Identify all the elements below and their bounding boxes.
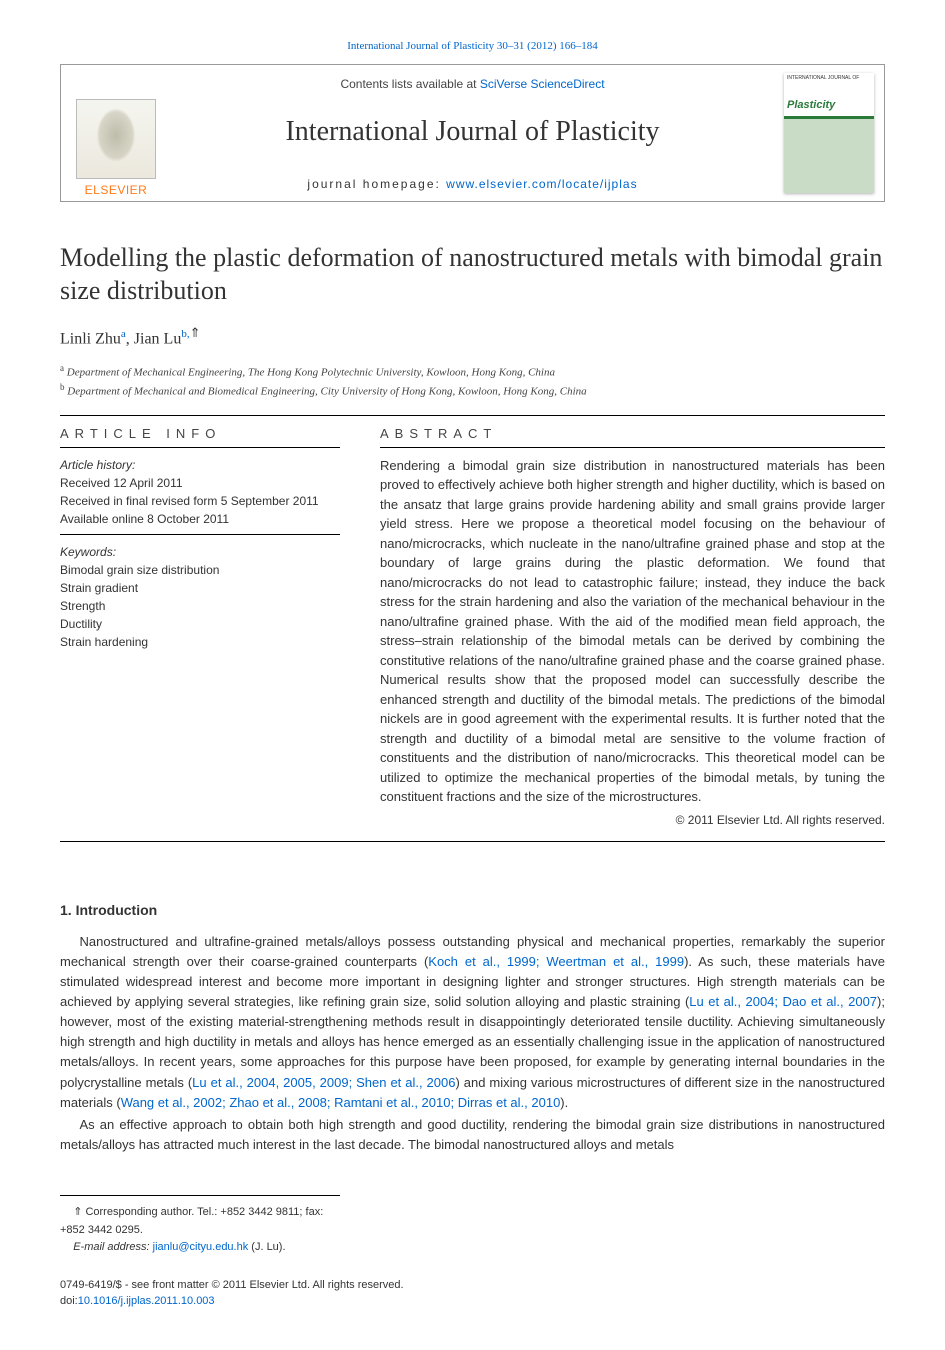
cover-title: Plasticity (784, 95, 874, 119)
homepage-link[interactable]: www.elsevier.com/locate/ijplas (446, 177, 637, 191)
masthead: ELSEVIER Contents lists available at Sci… (60, 64, 885, 202)
email-suffix: (J. Lu). (248, 1241, 285, 1253)
journal-cover-thumb: INTERNATIONAL JOURNAL OF Plasticity (784, 73, 874, 193)
intro-heading: 1. Introduction (60, 902, 885, 918)
keyword-3: Strength (60, 597, 340, 615)
citation-header: International Journal of Plasticity 30–3… (60, 40, 885, 52)
sciencedirect-link[interactable]: SciVerse ScienceDirect (480, 77, 605, 91)
abstract-copyright: © 2011 Elsevier Ltd. All rights reserved… (380, 813, 885, 827)
affiliations: a Department of Mechanical Engineering, … (60, 362, 885, 400)
keywords-block: Keywords: Bimodal grain size distributio… (60, 543, 340, 651)
received-date: Received 12 April 2011 (60, 474, 340, 492)
abstract-text: Rendering a bimodal grain size distribut… (380, 456, 885, 807)
footer-block: 0749-6419/$ - see front matter © 2011 El… (60, 1277, 885, 1310)
doi-prefix: doi: (60, 1295, 78, 1307)
author-1-sup: a (121, 328, 126, 340)
aff-b-sup: b (60, 382, 65, 392)
rule-bottom (60, 841, 885, 842)
keyword-2: Strain gradient (60, 579, 340, 597)
aff-b: Department of Mechanical and Biomedical … (67, 386, 586, 398)
cover-small-text: INTERNATIONAL JOURNAL OF (784, 73, 874, 95)
footnotes: ⇑ Corresponding author. Tel.: +852 3442 … (60, 1195, 340, 1257)
publisher-name: ELSEVIER (85, 183, 148, 197)
author-2-sup: b, (181, 328, 189, 340)
cover-thumbnail-block: INTERNATIONAL JOURNAL OF Plasticity (774, 65, 884, 201)
corr-author-footnote: ⇑ Corresponding author. Tel.: +852 3442 … (60, 1204, 340, 1239)
email-footnote: E-mail address: jianlu@cityu.edu.hk (J. … (60, 1239, 340, 1257)
doi-link[interactable]: 10.1016/j.ijplas.2011.10.003 (78, 1295, 215, 1307)
intro-para-1: Nanostructured and ultrafine-grained met… (60, 932, 885, 1113)
info-abstract-row: article info Article history: Received 1… (60, 426, 885, 827)
rule-top (60, 415, 885, 416)
ref-link-1[interactable]: Koch et al., 1999; Weertman et al., 1999 (428, 954, 684, 969)
ref-link-2[interactable]: Lu et al., 2004; Dao et al., 2007 (689, 994, 877, 1009)
introduction-section: 1. Introduction Nanostructured and ultra… (60, 902, 885, 1156)
contents-line: Contents lists available at SciVerse Sci… (181, 77, 764, 91)
elsevier-tree-icon (76, 99, 156, 179)
article-history: Article history: Received 12 April 2011 … (60, 456, 340, 528)
cover-body (784, 119, 874, 193)
doi-line: doi:10.1016/j.ijplas.2011.10.003 (60, 1293, 885, 1310)
contents-prefix: Contents lists available at (340, 77, 479, 91)
ref-link-3[interactable]: Lu et al., 2004, 2005, 2009; Shen et al.… (192, 1075, 455, 1090)
history-label: Article history: (60, 456, 340, 474)
email-link[interactable]: jianlu@cityu.edu.hk (153, 1241, 249, 1253)
corr-star-icon: ⇑ (190, 325, 201, 340)
revised-date: Received in final revised form 5 Septemb… (60, 492, 340, 510)
author-1: Linli Zhu (60, 330, 121, 347)
abstract-rule (380, 447, 885, 448)
online-date: Available online 8 October 2011 (60, 510, 340, 528)
masthead-center: Contents lists available at SciVerse Sci… (171, 65, 774, 201)
abstract-column: abstract Rendering a bimodal grain size … (380, 426, 885, 827)
author-2: Jian Lu (134, 330, 182, 347)
article-info-column: article info Article history: Received 1… (60, 426, 340, 827)
abstract-label: abstract (380, 426, 885, 441)
keywords-label: Keywords: (60, 543, 340, 561)
p1-e: ). (560, 1095, 568, 1110)
info-rule-1 (60, 447, 340, 448)
aff-a: Department of Mechanical Engineering, Th… (67, 367, 555, 379)
keyword-5: Strain hardening (60, 633, 340, 651)
info-rule-2 (60, 534, 340, 535)
journal-name: International Journal of Plasticity (181, 116, 764, 148)
article-info-label: article info (60, 426, 340, 441)
homepage-prefix: journal homepage: (307, 177, 446, 191)
keyword-1: Bimodal grain size distribution (60, 561, 340, 579)
publisher-logo-block: ELSEVIER (61, 65, 171, 201)
email-label: E-mail address: (73, 1241, 152, 1253)
journal-homepage-line: journal homepage: www.elsevier.com/locat… (181, 177, 764, 191)
ref-link-4[interactable]: Wang et al., 2002; Zhao et al., 2008; Ra… (121, 1095, 561, 1110)
authors-line: Linli Zhua, Jian Lub,⇑ (60, 325, 885, 348)
keyword-4: Ductility (60, 615, 340, 633)
aff-a-sup: a (60, 363, 64, 373)
intro-para-2: As an effective approach to obtain both … (60, 1115, 885, 1155)
article-title: Modelling the plastic deformation of nan… (60, 242, 885, 307)
